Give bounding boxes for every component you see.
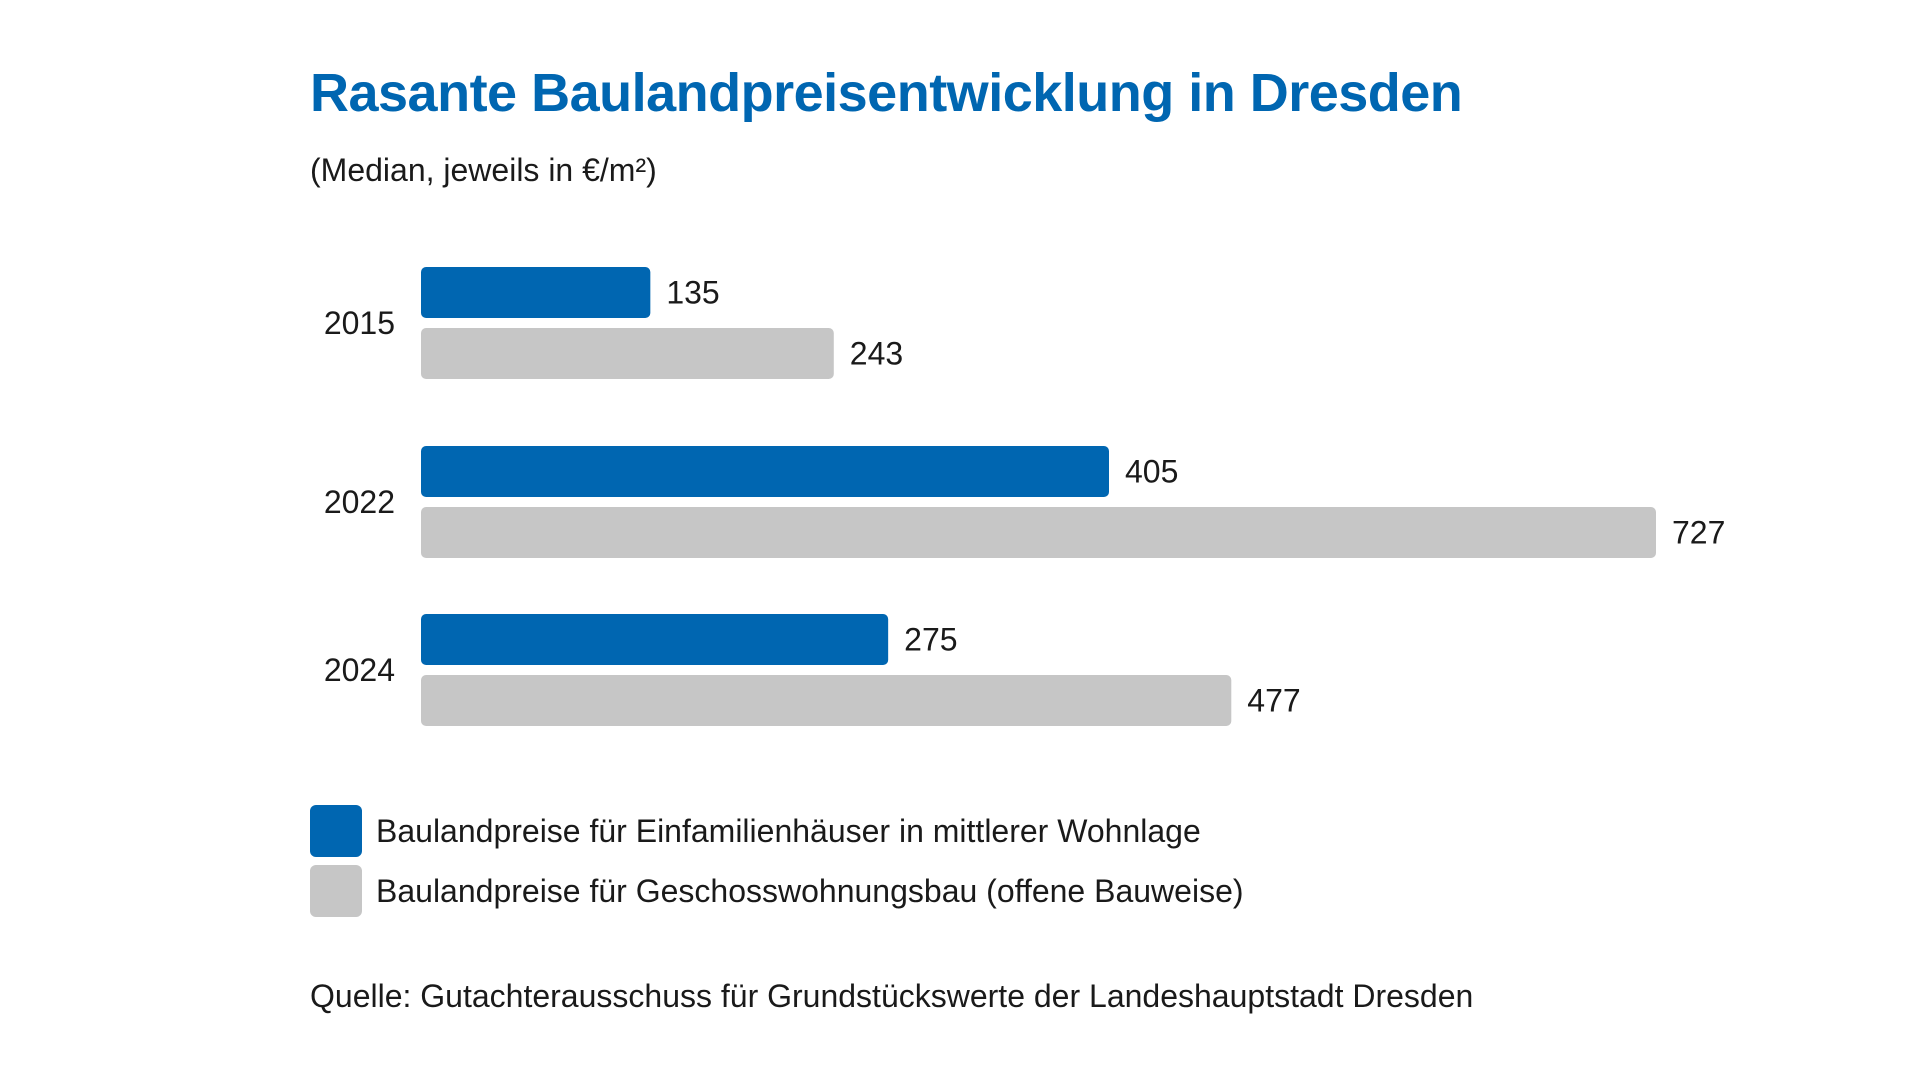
category-label-2022: 2022	[324, 484, 395, 520]
bar-2015-series-2	[421, 328, 834, 379]
bar-2022-series-2	[421, 507, 1656, 558]
legend-label: Baulandpreise für Einfamilienhäuser in m…	[376, 812, 1201, 849]
category-label-2024: 2024	[324, 652, 395, 688]
bar-chart: 2015 135 243 2022 405 727 2024 275 477	[324, 267, 1725, 726]
legend: Baulandpreise für Einfamilienhäuser in m…	[310, 805, 1244, 925]
value-label-2022-series-1: 405	[1125, 454, 1178, 490]
legend-item-einfamilienhaeuser: Baulandpreise für Einfamilienhäuser in m…	[310, 805, 1244, 857]
value-label-2015-series-2: 243	[850, 336, 903, 372]
chart-title: Rasante Baulandpreisentwicklung in Dresd…	[310, 63, 1463, 123]
bar-2022-series-1	[421, 446, 1109, 497]
value-label-2024-series-2: 477	[1247, 683, 1300, 719]
bar-2024-series-1	[421, 614, 889, 665]
value-label-2015-series-1: 135	[666, 275, 719, 311]
source-note: Quelle: Gutachterausschuss für Grundstüc…	[310, 978, 1474, 1014]
value-label-2024-series-1: 275	[904, 622, 957, 658]
legend-item-geschosswohnungsbau: Baulandpreise für Geschosswohnungsbau (o…	[310, 865, 1244, 917]
bar-2015-series-1	[421, 267, 651, 318]
bar-2024-series-2	[421, 675, 1232, 726]
legend-swatch-blue	[310, 805, 362, 857]
chart-subtitle: (Median, jeweils in €/m²)	[310, 152, 657, 188]
legend-swatch-gray	[310, 865, 362, 917]
legend-label: Baulandpreise für Geschosswohnungsbau (o…	[376, 872, 1244, 909]
category-label-2015: 2015	[324, 305, 395, 341]
value-label-2022-series-2: 727	[1672, 515, 1725, 551]
